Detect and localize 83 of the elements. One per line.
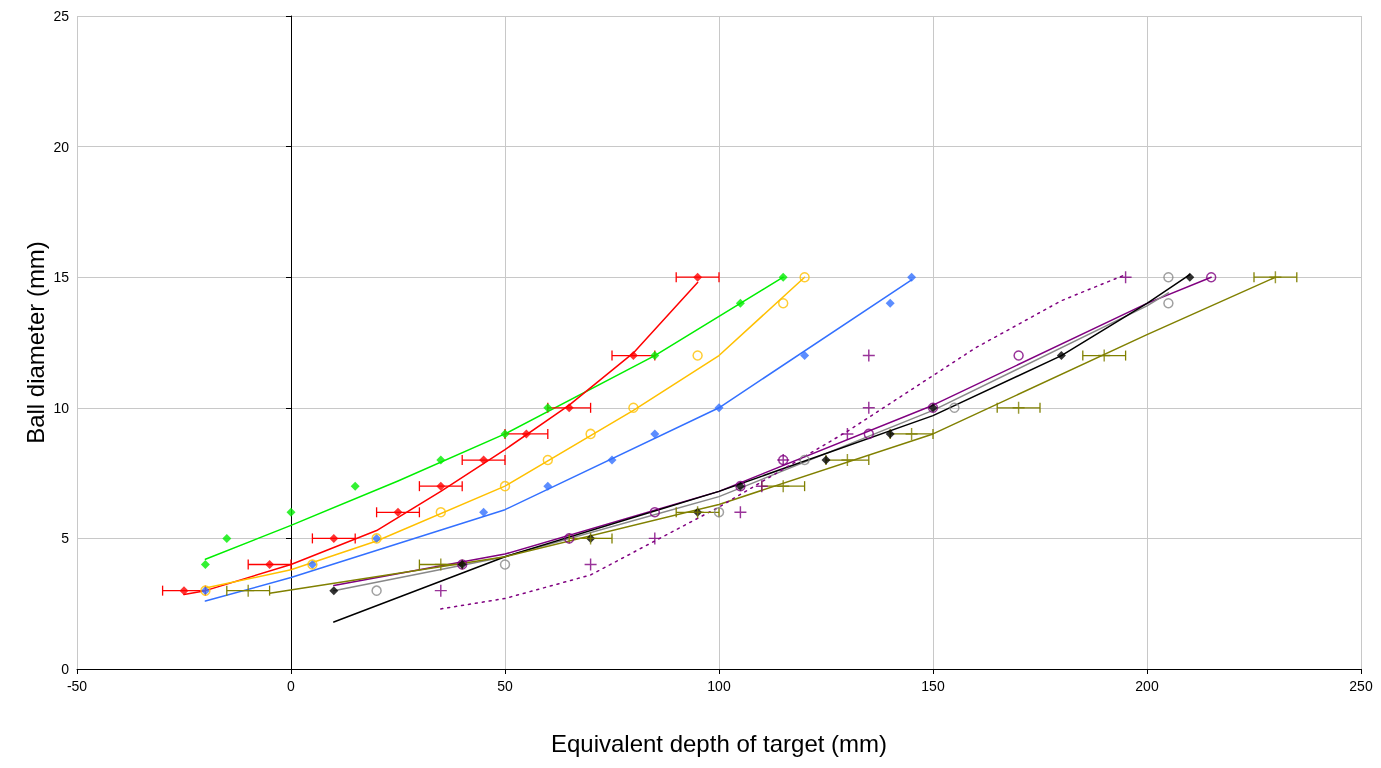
point [799, 454, 810, 466]
point [821, 455, 831, 465]
point [329, 586, 339, 596]
point [564, 403, 574, 413]
point [777, 480, 790, 493]
point [650, 351, 660, 361]
point [735, 298, 745, 308]
point [693, 272, 703, 282]
point [778, 272, 788, 282]
point [1269, 271, 1282, 284]
x-tick-label: 100 [707, 678, 731, 694]
point [1098, 349, 1111, 362]
point [435, 507, 447, 518]
point [222, 533, 232, 543]
point [350, 481, 360, 491]
point [286, 507, 296, 517]
point [200, 560, 210, 570]
point [862, 349, 875, 362]
point [393, 507, 403, 517]
point [885, 298, 895, 308]
point [628, 351, 638, 361]
point [1119, 271, 1132, 284]
point [713, 507, 725, 518]
point [436, 455, 446, 465]
y-tick-label: 25 [53, 8, 70, 24]
point [265, 560, 275, 570]
x-tick-label: 250 [1349, 678, 1373, 694]
point [1056, 351, 1066, 361]
point [862, 401, 875, 414]
x-tick-label: 150 [921, 678, 945, 694]
point [585, 428, 596, 440]
y-tick-label: 0 [61, 661, 70, 677]
point [905, 427, 918, 440]
point [521, 429, 531, 439]
point [1012, 401, 1025, 414]
point [649, 507, 661, 518]
y-tick-label: 5 [61, 530, 70, 547]
point [863, 428, 875, 440]
point [714, 403, 724, 413]
x-tick-label: 50 [497, 678, 513, 694]
point [179, 586, 189, 596]
point [499, 559, 511, 570]
point [755, 480, 768, 493]
point [777, 298, 789, 309]
point [543, 403, 553, 413]
point [1163, 298, 1174, 309]
point [329, 533, 339, 543]
point [479, 507, 489, 517]
point [628, 402, 639, 414]
x-tick-label: 0 [287, 678, 296, 694]
point [949, 402, 960, 414]
point [1205, 271, 1217, 283]
x-axis-title: Equivalent depth of target (mm) [550, 729, 888, 757]
x-tick-label: 200 [1135, 678, 1159, 694]
point [242, 584, 255, 597]
point [500, 429, 510, 439]
point [371, 585, 382, 596]
point [648, 532, 661, 545]
y-tick-label: 15 [53, 269, 70, 286]
point [479, 455, 489, 465]
y-tick-label: 20 [53, 138, 70, 155]
point [434, 558, 447, 571]
point [542, 454, 554, 466]
y-axis-title: Ball diameter (mm) [21, 241, 49, 444]
point [607, 455, 617, 465]
point [1013, 350, 1024, 361]
point [799, 271, 810, 283]
point [692, 350, 703, 361]
point [800, 351, 810, 361]
point [841, 427, 854, 440]
point [650, 429, 660, 439]
point [543, 481, 553, 491]
point [841, 454, 854, 467]
point [1163, 271, 1174, 283]
point [907, 272, 917, 282]
point [563, 533, 575, 544]
point [436, 481, 446, 491]
y-tick-label: 10 [53, 399, 70, 416]
point [885, 429, 895, 439]
point [1185, 272, 1195, 282]
point [499, 480, 511, 492]
x-tick-label: -50 [66, 678, 88, 694]
point [434, 584, 447, 597]
